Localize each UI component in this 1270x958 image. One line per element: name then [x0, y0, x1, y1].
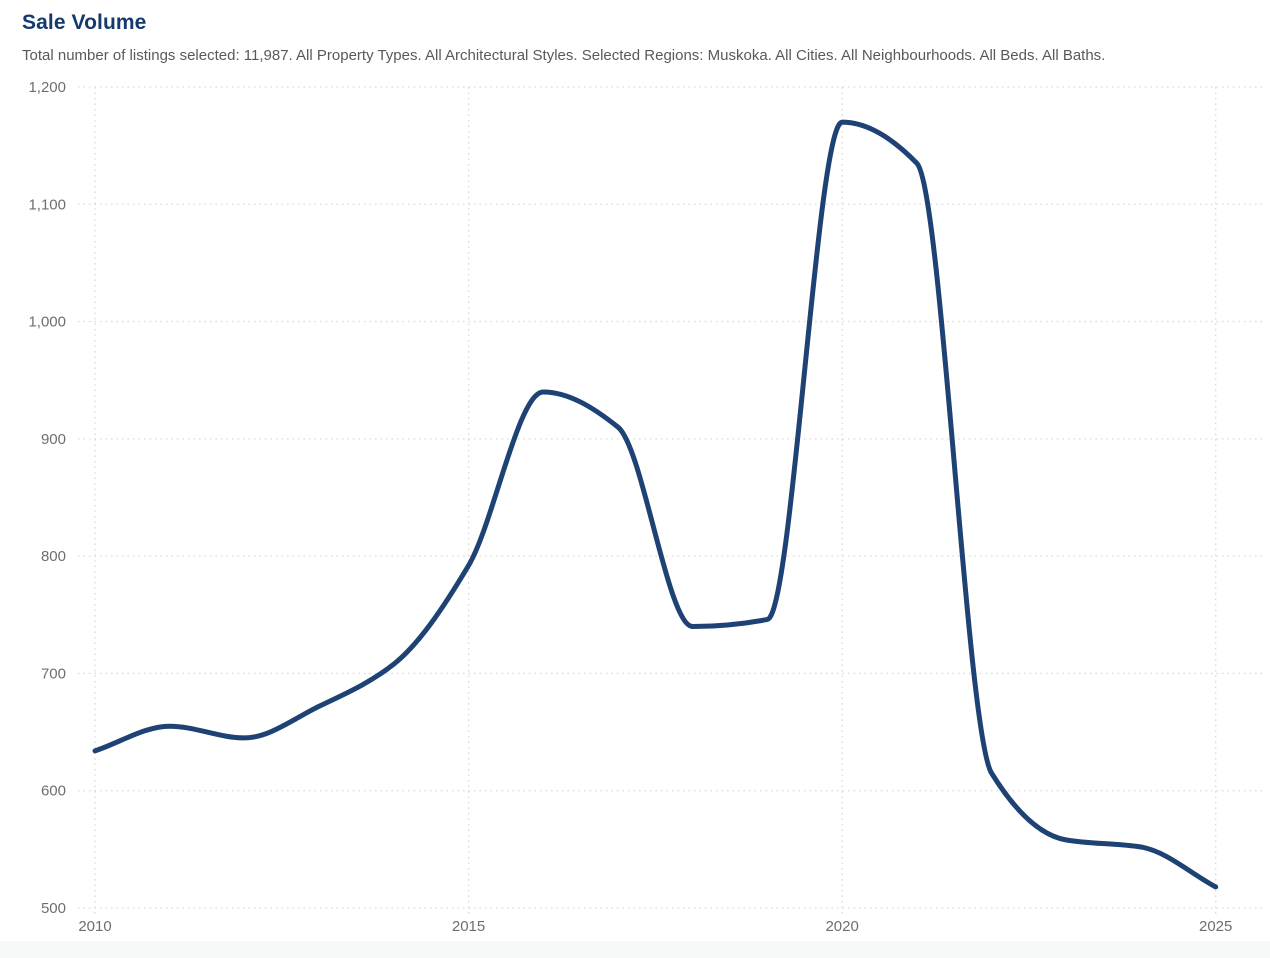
x-tick-label: 2020: [825, 918, 858, 935]
y-tick-label: 1,100: [28, 196, 66, 213]
sale-volume-line: [92, 119, 1219, 890]
page-title: Sale Volume: [22, 11, 147, 34]
footer-band: [0, 941, 1270, 958]
y-tick-label: 600: [41, 783, 66, 800]
chart-subtitle: Total number of listings selected: 11,98…: [22, 47, 1106, 64]
y-tick-label: 700: [41, 665, 66, 682]
x-tick-label: 2025: [1199, 918, 1232, 935]
y-tick-label: 500: [41, 900, 66, 917]
x-tick-label: 2015: [452, 918, 485, 935]
y-tick-label: 1,200: [28, 79, 66, 96]
y-tick-label: 900: [41, 431, 66, 448]
x-tick-label: 2010: [78, 918, 111, 935]
y-tick-label: 800: [41, 548, 66, 565]
y-tick-label: 1,000: [28, 314, 66, 331]
sale-volume-line-chart: 500 600 700 800 900 1,000 1,100 1,200 2010 2015 20…: [28, 79, 1262, 935]
